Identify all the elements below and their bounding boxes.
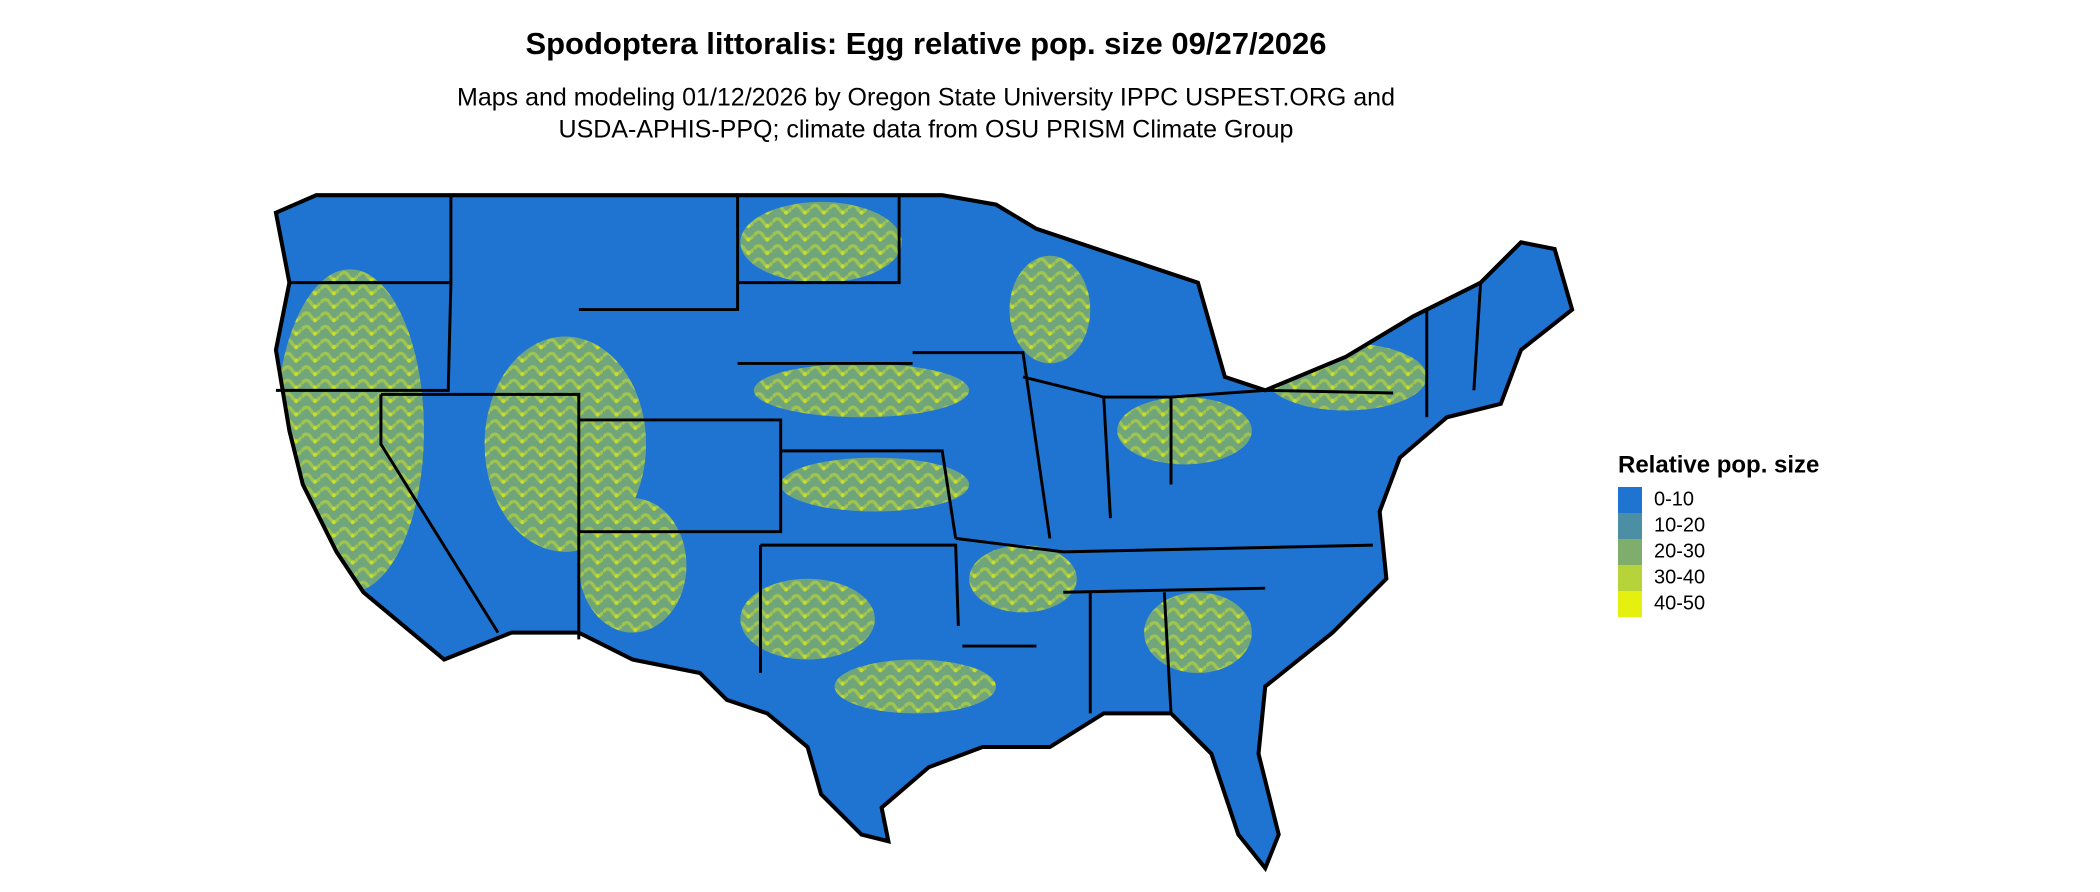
legend-label: 20-30 bbox=[1654, 540, 1705, 562]
legend-swatch bbox=[1618, 513, 1642, 539]
legend-swatch bbox=[1618, 539, 1642, 565]
legend-label: 0-10 bbox=[1654, 488, 1694, 510]
subtitle: Maps and modeling 01/12/2026 by Oregon S… bbox=[457, 84, 1395, 112]
us-map bbox=[256, 175, 1602, 892]
legend-swatch bbox=[1618, 565, 1642, 591]
subtitle: USDA-APHIS-PPQ; climate data from OSU PR… bbox=[559, 116, 1294, 144]
legend-swatch bbox=[1618, 591, 1642, 617]
legend-swatch bbox=[1618, 487, 1642, 513]
legend-label: 10-20 bbox=[1654, 514, 1705, 536]
legend: 0-10 10-20 20-30 30-40 40-50 bbox=[1618, 487, 1705, 617]
legend-title: Relative pop. size bbox=[1618, 451, 1819, 478]
title: Spodoptera littoralis: Egg relative pop.… bbox=[525, 26, 1326, 61]
legend-label: 40-50 bbox=[1654, 592, 1705, 614]
legend-label: 30-40 bbox=[1654, 566, 1705, 588]
